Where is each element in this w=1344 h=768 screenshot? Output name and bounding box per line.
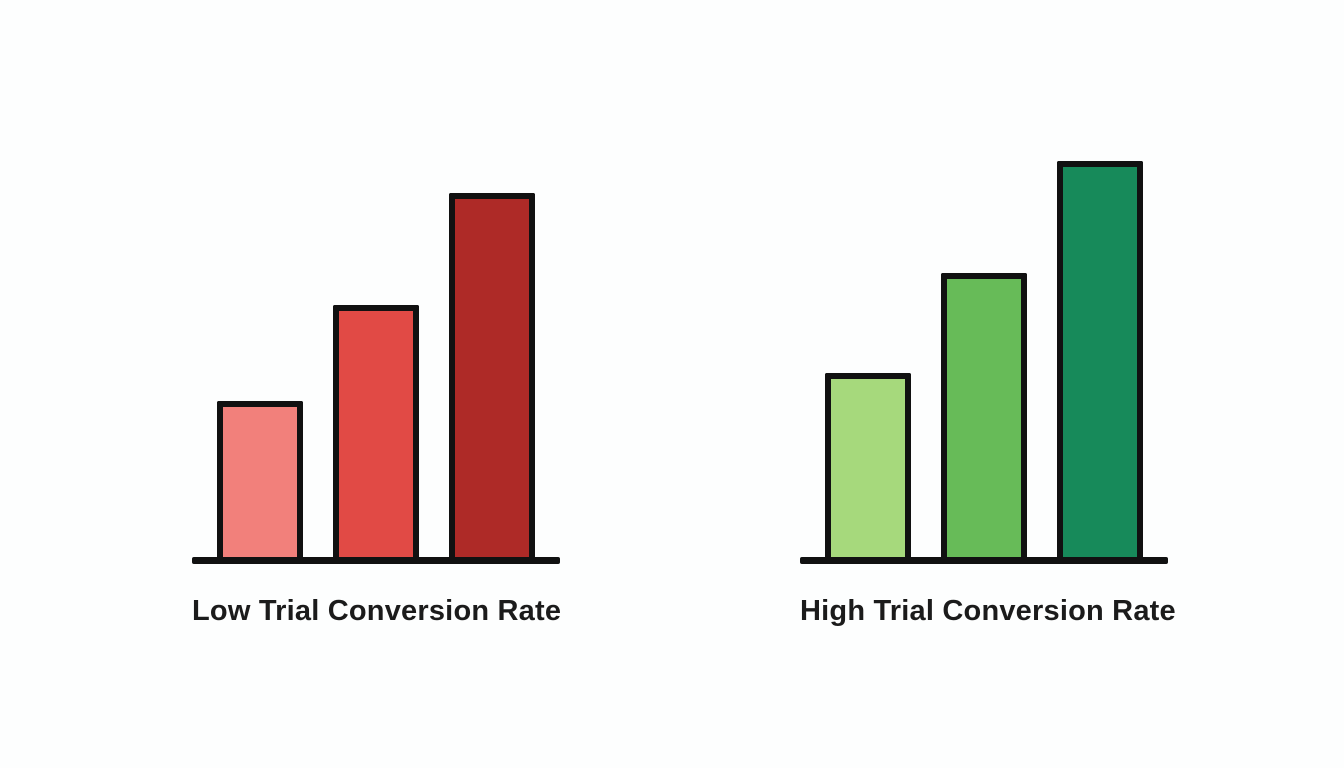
- low-chart-caption: Low Trial Conversion Rate: [192, 595, 562, 627]
- bar-2: [941, 273, 1027, 557]
- high-conversion-chart: High Trial Conversion Rate: [800, 157, 1176, 628]
- low-plot-area: [192, 157, 560, 564]
- high-x-axis-line: [800, 557, 1168, 564]
- low-x-axis-line: [192, 557, 560, 564]
- bar-3: [449, 193, 535, 557]
- high-plot-area: [800, 157, 1168, 564]
- bar-3: [1057, 161, 1143, 557]
- bar-1: [217, 401, 303, 557]
- bar-1: [825, 373, 911, 557]
- low-conversion-chart: Low Trial Conversion Rate: [192, 157, 562, 628]
- bar-2: [333, 305, 419, 557]
- high-chart-caption: High Trial Conversion Rate: [800, 595, 1176, 627]
